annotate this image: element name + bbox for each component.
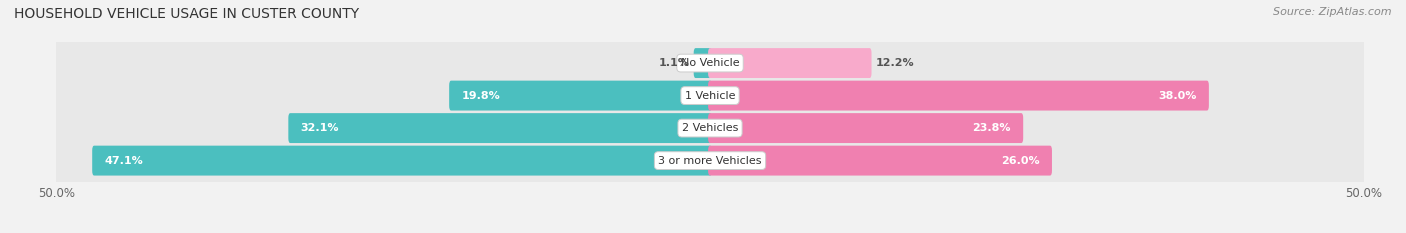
FancyBboxPatch shape: [709, 113, 1024, 143]
FancyBboxPatch shape: [449, 81, 711, 110]
Text: 32.1%: 32.1%: [301, 123, 339, 133]
FancyBboxPatch shape: [709, 146, 1052, 175]
Text: Source: ZipAtlas.com: Source: ZipAtlas.com: [1274, 7, 1392, 17]
Text: 1 Vehicle: 1 Vehicle: [685, 91, 735, 101]
Text: HOUSEHOLD VEHICLE USAGE IN CUSTER COUNTY: HOUSEHOLD VEHICLE USAGE IN CUSTER COUNTY: [14, 7, 359, 21]
FancyBboxPatch shape: [709, 48, 872, 78]
Text: 23.8%: 23.8%: [973, 123, 1011, 133]
FancyBboxPatch shape: [693, 48, 711, 78]
Text: 3 or more Vehicles: 3 or more Vehicles: [658, 156, 762, 166]
FancyBboxPatch shape: [709, 81, 1209, 110]
Text: 2 Vehicles: 2 Vehicles: [682, 123, 738, 133]
Text: No Vehicle: No Vehicle: [681, 58, 740, 68]
Text: 1.1%: 1.1%: [658, 58, 689, 68]
Text: 19.8%: 19.8%: [461, 91, 501, 101]
FancyBboxPatch shape: [52, 72, 1368, 119]
FancyBboxPatch shape: [288, 113, 711, 143]
FancyBboxPatch shape: [93, 146, 711, 175]
FancyBboxPatch shape: [52, 137, 1368, 184]
Text: 26.0%: 26.0%: [1001, 156, 1039, 166]
FancyBboxPatch shape: [52, 39, 1368, 87]
Text: 12.2%: 12.2%: [876, 58, 915, 68]
Text: 38.0%: 38.0%: [1159, 91, 1197, 101]
FancyBboxPatch shape: [52, 104, 1368, 152]
Text: 47.1%: 47.1%: [104, 156, 143, 166]
